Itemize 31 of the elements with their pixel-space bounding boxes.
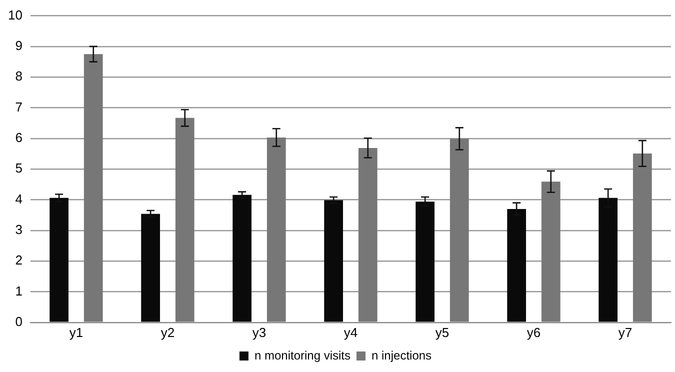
bar: [324, 200, 344, 322]
bar: [84, 54, 103, 322]
y-tick-label: 10: [8, 7, 22, 22]
bar: [141, 214, 160, 322]
x-tick-label: y6: [526, 324, 541, 340]
legend-label: n monitoring visits: [254, 348, 351, 362]
bar: [50, 198, 68, 322]
x-tick-label: y3: [252, 324, 266, 340]
bar: [358, 148, 378, 322]
bar: [450, 138, 469, 322]
x-tick-label: y2: [160, 324, 175, 340]
x-tick-label: y1: [69, 324, 84, 340]
bar: [632, 153, 652, 322]
legend-label: n injections: [372, 348, 432, 362]
y-tick-label: 1: [15, 283, 22, 298]
y-tick-label: 0: [15, 314, 22, 329]
y-tick-label: 4: [15, 191, 22, 206]
y-tick-label: 5: [15, 160, 22, 176]
bar: [232, 194, 252, 322]
x-tick-label: y7: [618, 324, 632, 340]
bar: [175, 118, 194, 322]
bar: [541, 182, 560, 322]
y-tick-label: 8: [15, 68, 22, 84]
y-tick-label: 7: [15, 99, 22, 114]
bar: [266, 138, 286, 322]
x-tick-label: y5: [435, 324, 450, 340]
x-tick-label: y4: [344, 324, 358, 340]
y-tick-label: 3: [15, 222, 22, 237]
y-tick-label: 2: [15, 252, 22, 268]
y-tick-label: 6: [15, 130, 22, 146]
y-tick-label: 9: [15, 38, 22, 54]
